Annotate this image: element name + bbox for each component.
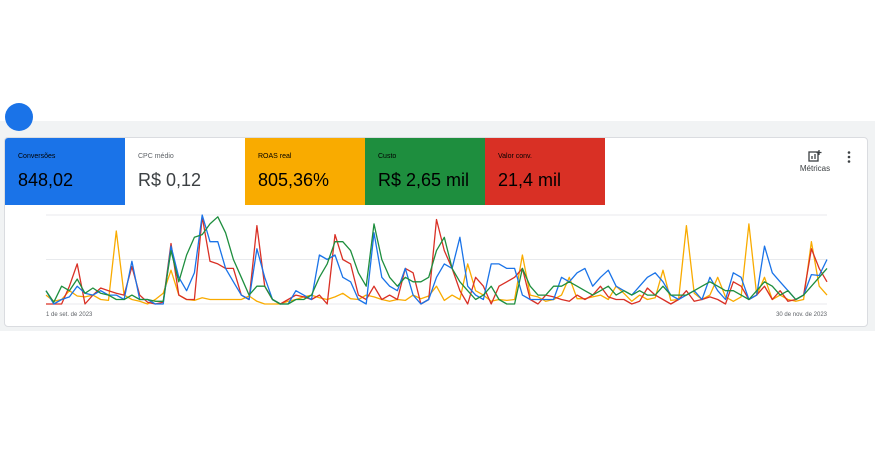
metrics-label: Métricas [799,164,831,173]
add-chart-icon [808,150,822,162]
tile-label: Custo [378,153,397,160]
tile-conversoes[interactable]: Conversões 848,02 [5,138,125,205]
tile-custo[interactable]: Custo R$ 2,65 mil [365,138,485,205]
tile-label: Conversões [18,153,56,160]
performance-card: Conversões 848,02 CPC médio R$ 0,12 ROAS… [4,137,868,327]
series-line-1 [46,216,828,305]
tile-label: CPC médio [138,153,174,160]
tile-valor-conv[interactable]: Valor conv. 21,4 mil [485,138,605,205]
tile-label: Valor conv. [498,153,532,160]
tile-roas-real[interactable]: ROAS real 805,36% [245,138,365,205]
chart-series [45,214,828,305]
x-axis-end-label: 30 de nov. de 2023 [776,312,828,318]
performance-line-chart: 1 de set. de 2023 30 de nov. de 2023 [45,214,828,318]
tile-label: ROAS real [258,153,292,160]
tile-value: 805,36% [258,170,330,190]
series-line-0 [45,223,828,305]
tile-value: 848,02 [18,170,74,190]
more-vert-icon[interactable] [843,150,855,166]
tile-cpc-medio[interactable]: CPC médio R$ 0,12 [125,138,245,205]
x-axis-start-label: 1 de set. de 2023 [46,312,93,318]
chart-gridlines [46,214,827,305]
series-line-2 [45,214,828,305]
tile-value: R$ 0,12 [138,170,202,190]
metrics-button[interactable]: Métricas [795,150,835,182]
tile-value: R$ 2,65 mil [378,170,470,190]
fab-button-partial[interactable] [5,103,33,131]
tile-value: 21,4 mil [498,170,562,190]
more-vert-glyph [847,151,851,163]
series-line-3 [45,216,828,305]
